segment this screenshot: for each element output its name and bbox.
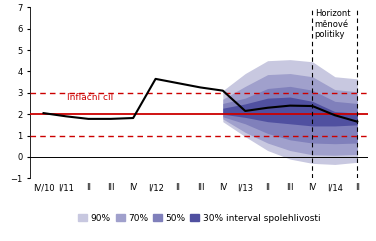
Text: Horizont
měnové
politiky: Horizont měnové politiky — [315, 9, 350, 39]
Legend: 90%, 70%, 50%, 30% interval spolehlivosti: 90%, 70%, 50%, 30% interval spolehlivost… — [78, 214, 320, 223]
Text: Inflační cíl: Inflační cíl — [67, 94, 113, 102]
